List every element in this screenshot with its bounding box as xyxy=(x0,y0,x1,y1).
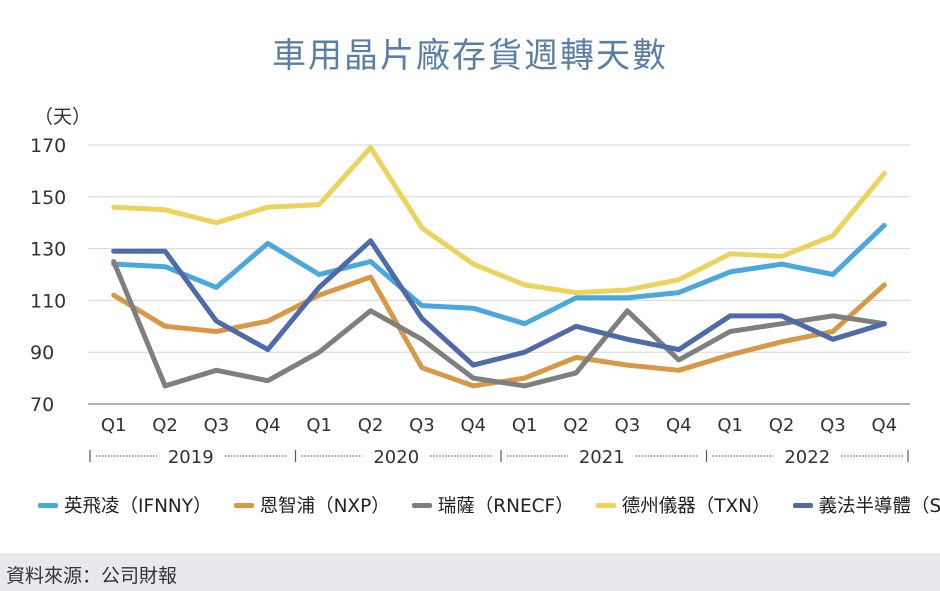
x-tick-label: Q3 xyxy=(820,415,846,436)
legend-item: 義法半導體（STM） xyxy=(792,492,940,518)
legend-item: 英飛凌（IFNNY） xyxy=(38,492,212,518)
x-tick-label: Q1 xyxy=(101,415,127,436)
series-line xyxy=(111,274,887,389)
legend-label: 瑞薩（RNECF） xyxy=(437,496,574,517)
legend-label: 恩智浦（NXP） xyxy=(259,496,390,517)
legend-swatch xyxy=(233,502,254,508)
x-tick-label: Q4 xyxy=(255,415,281,436)
series-line xyxy=(111,238,887,368)
x-tick-label: Q1 xyxy=(717,415,743,436)
legend-label: 德州儀器（TXN） xyxy=(621,496,771,517)
x-tick-label: Q1 xyxy=(512,415,538,436)
x-tick-label: Q4 xyxy=(666,415,692,436)
gridlines xyxy=(88,144,910,405)
source-note: 資料來源：公司財報 xyxy=(6,565,178,587)
y-axis-ticks: 70 90 110 130 150 170 xyxy=(30,135,66,416)
legend-swatch xyxy=(411,502,432,508)
x-tick-label: Q2 xyxy=(563,415,589,436)
year-label: 2021 xyxy=(579,447,625,468)
chart-title: 車用晶片廠存貨週轉天數 xyxy=(272,36,668,76)
x-axis: Q1 Q2 Q3 Q4 Q1 Q2 Q3 Q4 Q1 Q2 Q3 Q4 Q1 Q2 Q3 Q4 xyxy=(101,415,897,436)
legend-item: 瑞薩（RNECF） xyxy=(411,492,574,518)
legend-label: 義法半導體（STM） xyxy=(818,496,940,517)
x-tick-label: Q1 xyxy=(306,415,332,436)
x-tick-label: Q3 xyxy=(409,415,435,436)
y-axis-unit-label: （天） xyxy=(34,106,92,128)
x-tick-label: Q4 xyxy=(461,415,487,436)
legend-swatch xyxy=(792,502,813,508)
y-tick-label: 130 xyxy=(30,239,66,261)
series-line xyxy=(111,222,887,327)
series-lines xyxy=(111,145,887,389)
y-tick-label: 150 xyxy=(30,187,66,209)
chart-frame: 車用晶片廠存貨週轉天數 （天） 70 90 110 130 150 170 Q1 Q2 Q3 Q… xyxy=(30,36,940,518)
year-label: 2020 xyxy=(373,447,419,468)
legend: 英飛凌（IFNNY） 恩智浦（NXP） 瑞薩（RNECF） 德州儀器（TXN） 義法半導… xyxy=(38,492,940,518)
year-label: 2022 xyxy=(784,447,830,468)
y-tick-label: 110 xyxy=(30,290,66,312)
x-tick-label: Q3 xyxy=(615,415,641,436)
legend-item: 恩智浦（NXP） xyxy=(233,492,390,518)
y-tick-label: 70 xyxy=(30,394,54,416)
source-bar: 資料來源：公司財報 xyxy=(0,553,940,591)
x-tick-label: Q4 xyxy=(872,415,898,436)
x-tick-label: Q2 xyxy=(358,415,384,436)
legend-label: 英飛凌（IFNNY） xyxy=(64,496,212,517)
series-line xyxy=(111,145,887,296)
legend-item: 德州儀器（TXN） xyxy=(595,492,771,518)
year-label: 2019 xyxy=(168,447,214,468)
y-tick-label: 90 xyxy=(30,342,54,364)
x-tick-label: Q2 xyxy=(769,415,795,436)
legend-swatch xyxy=(595,502,616,508)
x-tick-label: Q3 xyxy=(204,415,230,436)
year-axis: 2019 2020 2021 2022 xyxy=(89,447,909,468)
legend-swatch xyxy=(38,502,58,508)
y-tick-label: 170 xyxy=(30,135,66,157)
x-tick-label: Q2 xyxy=(152,415,178,436)
series-line xyxy=(111,259,887,389)
